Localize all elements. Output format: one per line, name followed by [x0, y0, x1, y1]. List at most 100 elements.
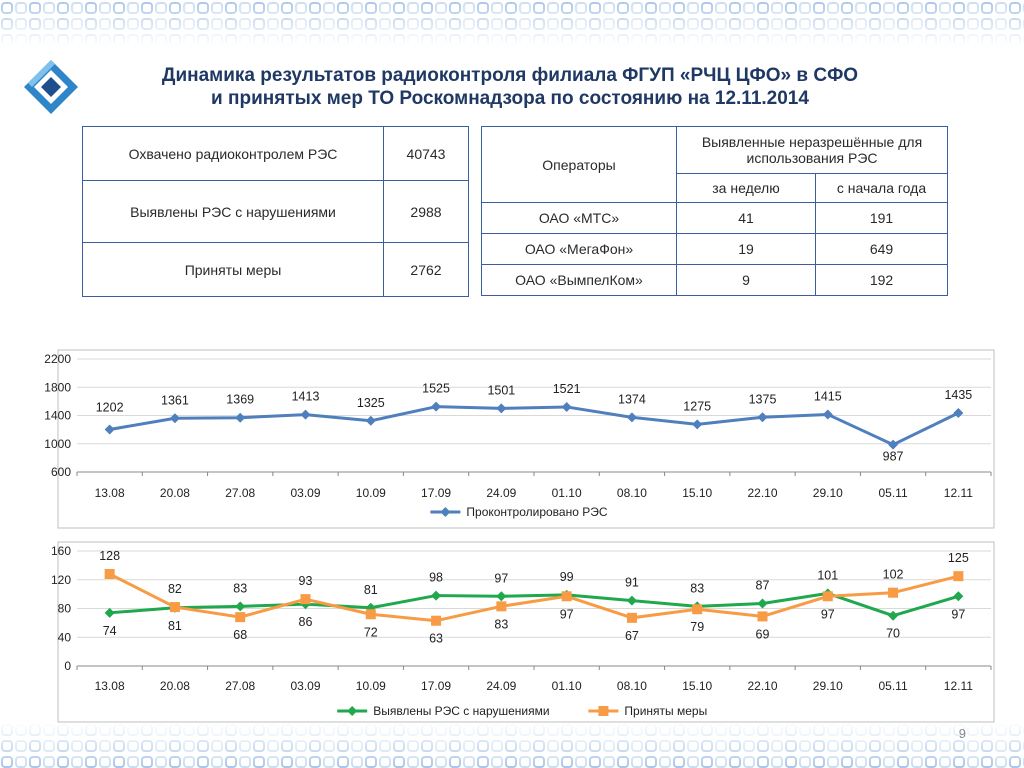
page-number: 9: [958, 726, 966, 741]
y-tick-label: 1400: [44, 409, 71, 423]
x-tick-label: 22.10: [747, 679, 777, 693]
data-point: [235, 601, 246, 612]
data-point: [888, 439, 899, 450]
data-label: 93: [299, 574, 313, 588]
summary-value: 2988: [383, 180, 469, 243]
x-tick-label: 29.10: [813, 486, 843, 500]
y-tick-label: 1000: [44, 437, 71, 451]
data-point: [496, 591, 507, 602]
x-tick-label: 20.08: [160, 486, 190, 500]
data-point: [104, 569, 115, 579]
page-title: Динамика результатов радиоконтроля филиа…: [90, 64, 930, 110]
data-point: [365, 415, 376, 426]
data-label: 125: [948, 551, 969, 565]
table-row: ОАО «ВымпелКом» 9 192: [481, 264, 948, 296]
operator-year: 192: [815, 264, 948, 296]
series-line: [109, 405, 960, 447]
x-tick-label: 05.11: [879, 486, 908, 500]
data-label: 83: [494, 617, 508, 631]
summary-label: Выявлены РЭС с нарушениями: [82, 180, 384, 243]
data-label: 67: [625, 629, 639, 643]
data-point: [626, 595, 637, 606]
bottom-band-pattern: [0, 722, 1024, 768]
data-label: 81: [168, 619, 182, 633]
data-label: 1435: [944, 388, 972, 402]
data-point: [888, 610, 899, 621]
data-label: 97: [951, 607, 965, 621]
data-point: [431, 590, 442, 601]
data-point: [822, 409, 833, 420]
x-tick-label: 01.10: [552, 679, 582, 693]
data-label: 1525: [422, 382, 450, 396]
data-label: 83: [690, 581, 704, 595]
data-point: [822, 591, 833, 602]
data-label: 1413: [292, 390, 320, 404]
table-row: Приняты меры 2762: [82, 242, 469, 297]
data-label: 1374: [618, 392, 646, 406]
top-band-pattern: [0, 0, 1024, 46]
header-week: за неделю: [676, 173, 816, 203]
y-tick-label: 2200: [44, 352, 71, 366]
data-label: 86: [299, 615, 313, 629]
table-row: Выявлены РЭС с нарушениями 2988: [82, 180, 469, 243]
top-decorative-band: [0, 0, 1024, 46]
x-tick-label: 15.10: [682, 486, 712, 500]
data-label: 69: [756, 627, 770, 641]
legend-marker: [440, 507, 451, 517]
data-point: [561, 591, 572, 602]
data-label: 128: [99, 549, 120, 563]
legend-label: Приняты меры: [624, 704, 707, 718]
data-point: [692, 419, 703, 430]
summary-value: 40743: [383, 126, 469, 181]
x-tick-label: 10.09: [356, 679, 386, 693]
data-point: [365, 609, 376, 620]
y-tick-label: 40: [58, 630, 72, 644]
data-point: [953, 571, 964, 582]
data-point: [431, 401, 442, 412]
table-row: Охвачено радиоконтролем РЭС 40743: [82, 126, 469, 181]
roskomnadzor-logo-icon: [24, 60, 78, 114]
series-line: [109, 591, 959, 618]
x-tick-label: 24.09: [486, 679, 516, 693]
data-label: 82: [168, 582, 182, 596]
operator-week: 41: [676, 202, 816, 234]
bottom-decorative-band: [0, 722, 1024, 768]
series-line: [108, 572, 959, 623]
data-label: 102: [883, 568, 904, 582]
operator-name: ОАО «МегаФон»: [481, 233, 677, 265]
table-header-row: Операторы Выявленные неразрешённые для и…: [481, 126, 948, 203]
x-tick-label: 05.11: [879, 679, 908, 693]
x-tick-label: 15.10: [682, 679, 712, 693]
summary-table: Охвачено радиоконтролем РЭС 40743 Выявле…: [82, 126, 469, 297]
data-label: 97: [494, 571, 508, 585]
y-tick-label: 1800: [44, 380, 71, 394]
header-year: с начала года: [815, 173, 948, 203]
x-tick-label: 03.09: [290, 679, 320, 693]
data-label: 1415: [814, 389, 842, 403]
data-point: [300, 409, 311, 420]
data-label: 1521: [553, 382, 581, 396]
data-point: [431, 615, 442, 626]
x-tick-label: 27.08: [225, 486, 255, 500]
x-tick-label: 27.08: [225, 679, 255, 693]
data-label: 97: [821, 607, 835, 621]
data-label: 83: [233, 581, 247, 595]
table-header-row: за неделю с начала года: [482, 173, 948, 203]
header-operators: Операторы: [481, 126, 677, 203]
chart-frame: [57, 541, 995, 723]
data-point: [496, 403, 507, 414]
data-label: 72: [364, 625, 378, 639]
data-label: 70: [886, 627, 900, 641]
x-tick-label: 29.10: [813, 679, 843, 693]
x-tick-label: 12.11: [944, 486, 973, 500]
legend-marker: [598, 706, 609, 716]
data-point: [169, 602, 180, 613]
data-label: 1202: [96, 400, 124, 414]
y-tick-label: 120: [51, 573, 71, 587]
data-point: [300, 594, 311, 605]
summary-value: 2762: [383, 242, 469, 297]
data-label: 74: [103, 624, 117, 638]
x-tick-label: 08.10: [617, 486, 647, 500]
x-tick-label: 22.10: [747, 486, 777, 500]
title-line-1: Динамика результатов радиоконтроля филиа…: [161, 65, 859, 86]
